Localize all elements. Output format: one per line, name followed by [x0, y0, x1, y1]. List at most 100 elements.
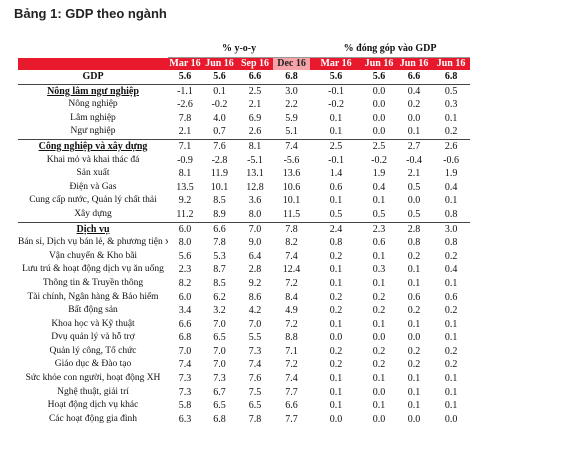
cell-value: 0.2 [444, 305, 458, 317]
cell-value: 5.9 [285, 112, 298, 124]
cell-value: 0.1 [407, 277, 421, 289]
cell-value: 2.1 [178, 126, 192, 138]
cell-value: 7.3 [178, 386, 192, 398]
row-label: Bán sỉ, Dịch vụ bán lẻ, & phương tiện xe [18, 237, 168, 248]
cell-value: 3.0 [432, 221, 471, 237]
cell-value: 0.2 [407, 250, 421, 262]
row-label: Nông nghiệp [68, 99, 118, 110]
cell-value: 6.9 [248, 112, 262, 124]
cell-value: 0.0 [407, 195, 421, 207]
cell-value: 7.7 [285, 386, 298, 398]
cell-value: 0.2 [407, 359, 421, 371]
row-label: Giáo dục & Đào tạo [54, 359, 132, 370]
cell-value: 0.1 [407, 264, 421, 276]
cell-value: 8.0 [248, 208, 262, 220]
cell-value: 0.0 [407, 112, 421, 124]
item-row: Quản lý công, Tổ chức 7.0 7.0 7.3 7.1 0.2 0.2 0… [18, 345, 470, 359]
cell-value: 9.0 [248, 237, 262, 249]
cell-value: 6.0 [178, 291, 192, 303]
cell-value: 12.4 [282, 264, 301, 276]
cell-value: 6.6 [237, 70, 273, 85]
cell-value: 0.8 [444, 208, 458, 220]
cell-value: 0.0 [362, 83, 397, 99]
column-header: Dec 16 [273, 57, 311, 70]
cell-value: 2.6 [432, 138, 471, 154]
cell-value: 0.1 [407, 386, 421, 398]
cell-value: 5.1 [285, 126, 298, 138]
cell-value: 6.8 [213, 413, 226, 425]
cell-value: 0.1 [329, 195, 343, 207]
cell-value: 0.1 [444, 400, 458, 412]
item-row: Nghệ thuật, giải trí 7.3 6.7 7.5 7.7 0.1 0.0 0.… [18, 386, 470, 400]
row-label: Nghệ thuật, giải trí [57, 386, 129, 397]
cell-value: 2.3 [178, 264, 192, 276]
row-label: Cung cấp nước, Quản lý chất thải [29, 195, 157, 206]
cell-value: 13.6 [282, 168, 301, 180]
column-header: Sep 16 [237, 57, 273, 70]
row-label: Hoạt động dịch vụ khác [47, 400, 139, 411]
cell-value: 7.7 [285, 413, 298, 425]
cell-value: 0.2 [407, 305, 421, 317]
cell-value: -0.1 [328, 154, 344, 166]
item-row: Sản xuất 8.1 11.9 13.1 13.6 1.4 1.9 2.1 1.9 [18, 167, 470, 181]
cell-value: 0.1 [407, 400, 421, 412]
cell-value: 0.1 [329, 318, 343, 330]
cell-value: 6.8 [432, 70, 471, 85]
cell-value: 12.8 [246, 181, 264, 193]
cell-value: 5.6 [202, 70, 237, 85]
cell-value: 7.0 [213, 359, 226, 371]
cell-value: 7.6 [248, 373, 262, 385]
section-row: Dịch vụ 6.0 6.6 7.0 7.8 2.4 2.3 2.8 3.0 [18, 221, 471, 237]
cell-value: 0.1 [444, 373, 458, 385]
section-row: Công nghiệp và xây dựng 7.1 7.6 8.1 7.4 2.5 2.… [18, 138, 471, 154]
cell-value: 7.1 [168, 138, 202, 154]
cell-value: 0.1 [372, 373, 386, 385]
cell-value: 4.2 [248, 305, 262, 317]
row-label: Công nghiệp và xây dựng [18, 138, 168, 154]
cell-value: 0.2 [444, 250, 458, 262]
blank [18, 41, 168, 58]
cell-value: 8.2 [178, 277, 192, 289]
row-label: Lưu trú & hoạt động dịch vụ ăn uống [22, 264, 164, 275]
column-header: Jun 16 [432, 57, 471, 70]
cell-value: 0.1 [444, 386, 458, 398]
item-row: Khoa học và Kỹ thuật 6.6 7.0 7.0 7.2 0.1 0.1 0.… [18, 318, 470, 332]
cell-value: 2.1 [248, 99, 262, 111]
cell-value: 0.1 [372, 195, 386, 207]
cell-value: -1.1 [168, 83, 202, 99]
cell-value: 0.2 [372, 345, 386, 357]
cell-value: 5.6 [178, 250, 192, 262]
cell-value: 3.0 [273, 83, 311, 99]
cell-value: 6.6 [178, 318, 192, 330]
cell-value: 6.8 [273, 70, 311, 85]
cell-value: 3.2 [213, 305, 226, 317]
item-row: Khai mỏ và khai thác đá -0.9 -2.8 -5.1 -5.6 -… [18, 154, 470, 168]
cell-value: 9.2 [178, 195, 192, 207]
cell-value: 0.6 [444, 291, 458, 303]
cell-value: 11.5 [282, 208, 301, 220]
row-label: Thông tin & Truyền thông [42, 277, 144, 288]
cell-value: 0.8 [407, 237, 421, 249]
row-label: Sản xuất [76, 168, 110, 179]
cell-value: 2.2 [285, 99, 298, 111]
cell-value: 0.0 [372, 126, 386, 138]
cell-value: 6.5 [248, 400, 262, 412]
cell-value: 0.1 [444, 318, 458, 330]
cell-value: 13.1 [246, 168, 264, 180]
cell-value: -0.4 [406, 154, 422, 166]
cell-value: 7.4 [248, 359, 262, 371]
cell-value: 0.0 [444, 413, 458, 425]
cell-value: 2.7 [396, 138, 433, 154]
item-row: Cung cấp nước, Quản lý chất thải 9.2 8.5 3.… [18, 194, 470, 208]
cell-value: 0.2 [329, 359, 343, 371]
blank [18, 57, 168, 70]
cell-value: 3.4 [178, 305, 192, 317]
cell-value: 7.8 [273, 221, 311, 237]
cell-value: 0.7 [213, 126, 226, 138]
item-row: Lâm nghiệp 7.8 4.0 6.9 5.9 0.1 0.0 0.0 0.1 [18, 112, 470, 126]
cell-value: 13.5 [176, 181, 194, 193]
cell-value: 0.5 [407, 181, 421, 193]
cell-value: 3.6 [248, 195, 262, 207]
cell-value: -5.6 [283, 154, 300, 166]
cell-value: -5.1 [247, 154, 263, 166]
